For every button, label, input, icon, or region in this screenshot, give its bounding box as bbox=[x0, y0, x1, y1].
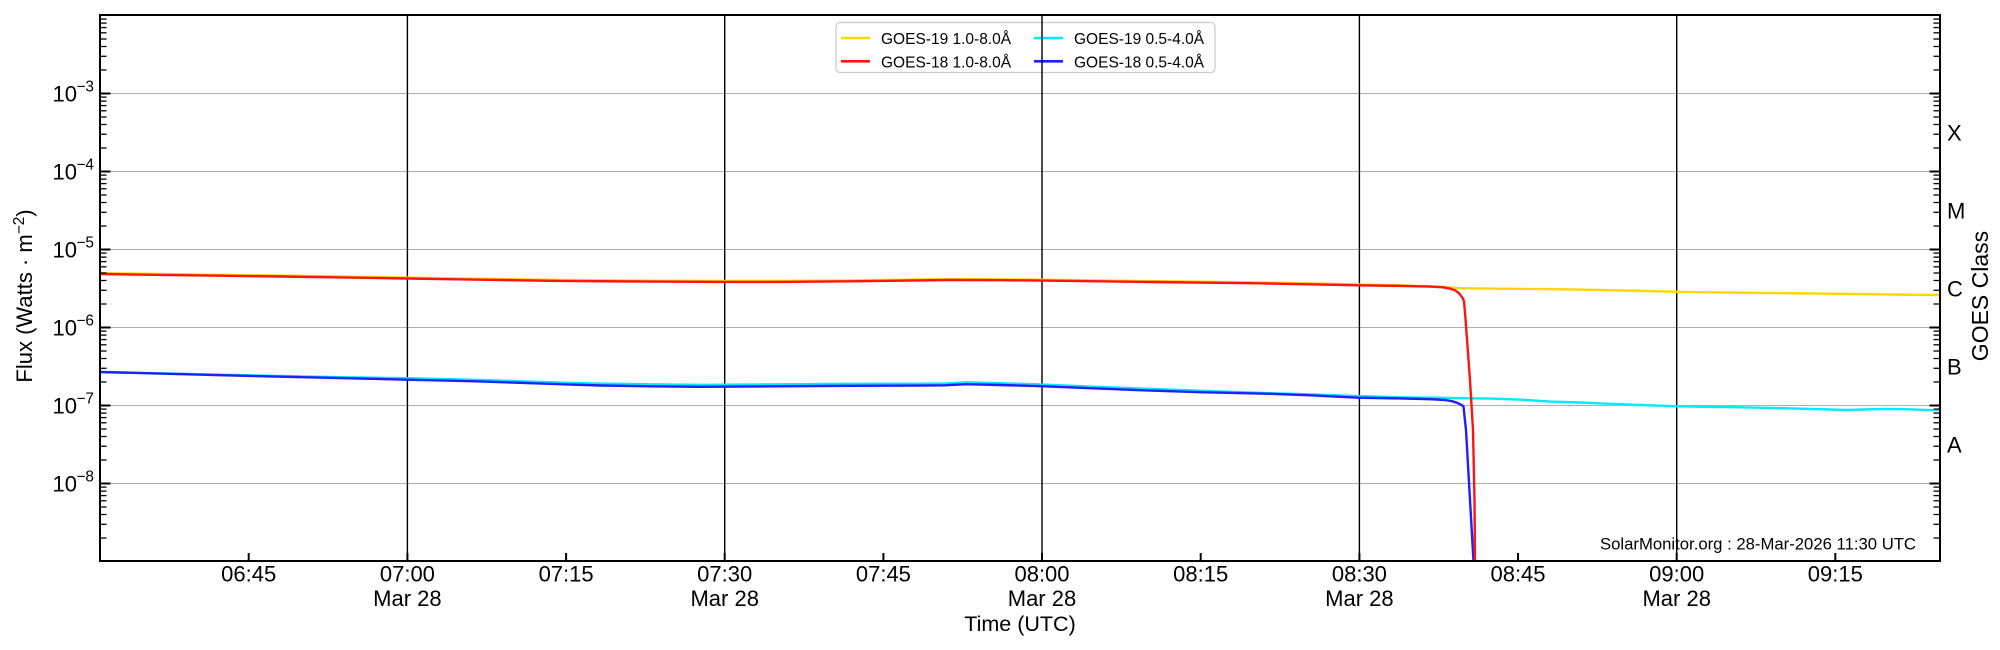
svg-text:09:00: 09:00 bbox=[1649, 562, 1704, 587]
svg-text:07:30: 07:30 bbox=[697, 562, 752, 587]
svg-text:A: A bbox=[1947, 433, 1962, 458]
svg-text:10: 10 bbox=[53, 472, 77, 497]
svg-text:Time (UTC): Time (UTC) bbox=[964, 612, 1075, 636]
svg-text:10: 10 bbox=[53, 238, 77, 263]
svg-text:C: C bbox=[1947, 277, 1963, 302]
svg-text:GOES-19 0.5-4.0Å: GOES-19 0.5-4.0Å bbox=[1074, 31, 1205, 48]
svg-text:08:30: 08:30 bbox=[1332, 562, 1387, 587]
svg-text:Mar 28: Mar 28 bbox=[1325, 586, 1393, 611]
svg-text:06:45: 06:45 bbox=[221, 562, 276, 587]
svg-text:07:00: 07:00 bbox=[380, 562, 435, 587]
svg-text:−4: −4 bbox=[76, 157, 94, 174]
svg-text:SolarMonitor.org : 28-Mar-2026: SolarMonitor.org : 28-Mar-2026 11:30 UTC bbox=[1600, 535, 1916, 554]
svg-text:−3: −3 bbox=[76, 79, 94, 96]
svg-text:−7: −7 bbox=[76, 391, 94, 408]
svg-text:Mar 28: Mar 28 bbox=[373, 586, 441, 611]
svg-text:B: B bbox=[1947, 355, 1962, 380]
svg-text:Mar 28: Mar 28 bbox=[1008, 586, 1076, 611]
svg-text:10: 10 bbox=[53, 316, 77, 341]
svg-text:−6: −6 bbox=[76, 313, 94, 330]
svg-text:M: M bbox=[1947, 199, 1965, 224]
svg-text:08:15: 08:15 bbox=[1173, 562, 1228, 587]
svg-text:Mar 28: Mar 28 bbox=[690, 586, 758, 611]
svg-text:Flux (Watts · m−2): Flux (Watts · m−2) bbox=[11, 209, 37, 382]
svg-text:10: 10 bbox=[53, 82, 77, 107]
svg-text:08:00: 08:00 bbox=[1014, 562, 1069, 587]
svg-text:−8: −8 bbox=[76, 469, 94, 486]
svg-text:GOES-18 1.0-8.0Å: GOES-18 1.0-8.0Å bbox=[881, 55, 1012, 72]
svg-text:X: X bbox=[1947, 121, 1962, 146]
svg-text:07:45: 07:45 bbox=[856, 562, 911, 587]
svg-text:−5: −5 bbox=[76, 235, 94, 252]
svg-text:08:45: 08:45 bbox=[1490, 562, 1545, 587]
svg-text:Mar 28: Mar 28 bbox=[1642, 586, 1710, 611]
svg-text:GOES Class: GOES Class bbox=[1967, 231, 1993, 361]
svg-text:10: 10 bbox=[53, 394, 77, 419]
svg-text:09:15: 09:15 bbox=[1808, 562, 1863, 587]
svg-text:10: 10 bbox=[53, 160, 77, 185]
svg-text:GOES-19 1.0-8.0Å: GOES-19 1.0-8.0Å bbox=[881, 31, 1012, 48]
svg-text:GOES-18 0.5-4.0Å: GOES-18 0.5-4.0Å bbox=[1074, 55, 1205, 72]
svg-text:07:15: 07:15 bbox=[539, 562, 594, 587]
